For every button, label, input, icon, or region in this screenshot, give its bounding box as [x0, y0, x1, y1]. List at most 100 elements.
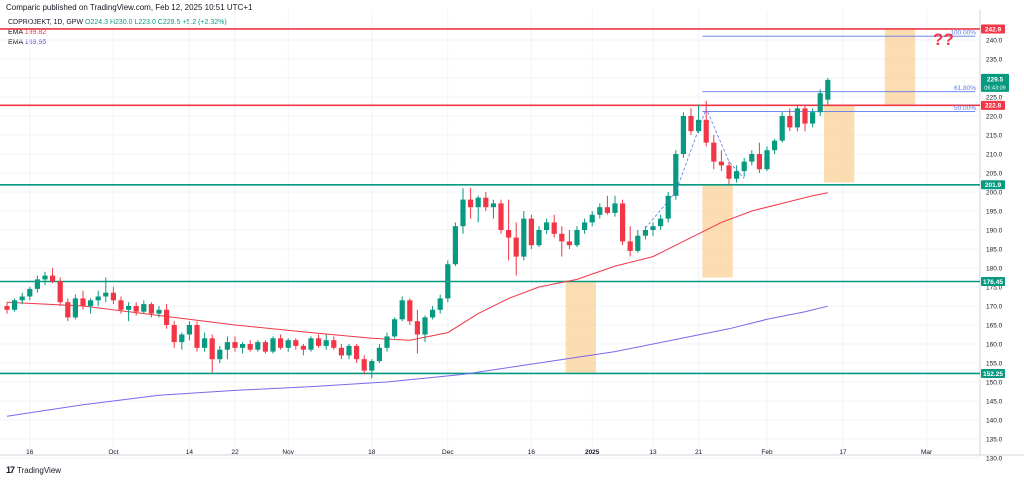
candle-body [240, 344, 246, 348]
candle [133, 302, 139, 316]
candle [148, 302, 154, 318]
candle-body [361, 359, 367, 371]
candle-body [4, 306, 10, 310]
candle-body [12, 300, 18, 310]
candle-body [490, 203, 496, 208]
candle-body [718, 161, 724, 166]
ema-slow-line [6, 305, 828, 417]
candle-body [338, 347, 344, 356]
candle [50, 268, 56, 284]
candle [696, 104, 702, 134]
candle-body [194, 325, 200, 348]
candle-body [354, 345, 360, 360]
candle-body [665, 195, 671, 219]
price-axis[interactable]: 130.0 135.0 140.0 145.0 150.0 155.0 160.0 165.0… [986, 37, 1003, 462]
candle-body [582, 222, 588, 230]
candle [12, 298, 18, 312]
candle [4, 302, 10, 314]
candle [240, 342, 246, 354]
candle [475, 195, 481, 223]
candle-body [680, 116, 686, 154]
candle-body [756, 154, 762, 170]
candle [80, 290, 86, 310]
candle [528, 214, 534, 249]
price-tick-label: 175.0 [986, 284, 1003, 291]
candle-body [498, 203, 504, 230]
level-badge [981, 276, 1005, 286]
candle [452, 222, 458, 267]
price-tick-label: 185.0 [986, 246, 1003, 253]
candle [34, 275, 40, 293]
chart-legend: CDPROJEKT, 1D, GPW O224.3 H230.0 L223.0 … [8, 18, 227, 48]
candle [376, 344, 382, 363]
dashed-path [645, 107, 745, 229]
candle-body [186, 325, 192, 335]
candle-body [316, 338, 322, 346]
candle-body [308, 338, 314, 350]
candle [445, 260, 451, 303]
level-badge-label: 201.9 [985, 182, 1002, 189]
candle [612, 195, 618, 217]
candle [574, 226, 580, 248]
fib-label: 61.80% [954, 85, 976, 92]
candle [255, 340, 261, 352]
candle [171, 321, 177, 348]
candle [650, 222, 656, 236]
candle [217, 345, 223, 363]
candle [194, 321, 200, 352]
candle-body [642, 230, 648, 236]
candle-body [726, 165, 732, 179]
candle [331, 336, 337, 350]
candle [209, 334, 215, 373]
candle-body [711, 142, 717, 162]
candle [338, 344, 344, 360]
candle-body [688, 116, 694, 132]
candle-body [810, 112, 816, 124]
price-tick-label: 200.0 [986, 189, 1003, 196]
candle-body [825, 79, 831, 100]
candle-body [42, 275, 48, 280]
legend-ema1-label: EMA [8, 29, 23, 36]
candle-body [133, 306, 139, 312]
candle [399, 296, 405, 322]
candle-body [475, 197, 481, 208]
candle-body [323, 340, 329, 346]
candle-body [741, 161, 747, 172]
candle-body [468, 199, 474, 208]
candle-body [88, 300, 94, 306]
tradingview-logo[interactable]: 17 TradingView [6, 465, 61, 475]
candle-body [559, 233, 565, 242]
time-tick-label: Mar [921, 449, 933, 456]
level-badge-label: 152.25 [983, 371, 1003, 378]
candle-body [118, 300, 124, 310]
candle [642, 226, 648, 240]
candle-body [513, 237, 519, 257]
candle [186, 321, 192, 341]
candle-body [779, 116, 785, 141]
candle-body [794, 108, 800, 128]
time-tick-label: Dec [442, 449, 454, 456]
price-badges: 242.9 222.8 201.9 176.45 152.25 229.5 06:43:09 [981, 24, 1009, 378]
ema-lines [6, 192, 828, 417]
candle-body [369, 361, 375, 371]
candle [308, 336, 314, 352]
candle [437, 294, 443, 314]
level-badge [981, 100, 1005, 110]
candle [42, 271, 48, 286]
candle [817, 89, 823, 116]
time-axis[interactable]: 16 Oct 14 22 Nov 18 Dec 16 2025 13 21 Feb 17 Mar [26, 449, 933, 456]
candle [460, 188, 466, 234]
candle [224, 336, 230, 360]
candle-body [422, 317, 428, 335]
candle [19, 292, 25, 305]
candle-body [331, 340, 337, 348]
price-tick-label: 130.0 [986, 455, 1003, 462]
candle-body [817, 93, 823, 113]
price-tick-label: 140.0 [986, 417, 1003, 424]
candle-body [50, 275, 56, 282]
candle [293, 338, 299, 350]
candle-body [126, 306, 132, 310]
price-tick-label: 225.0 [986, 94, 1003, 101]
price-tick-label: 190.0 [986, 227, 1003, 234]
